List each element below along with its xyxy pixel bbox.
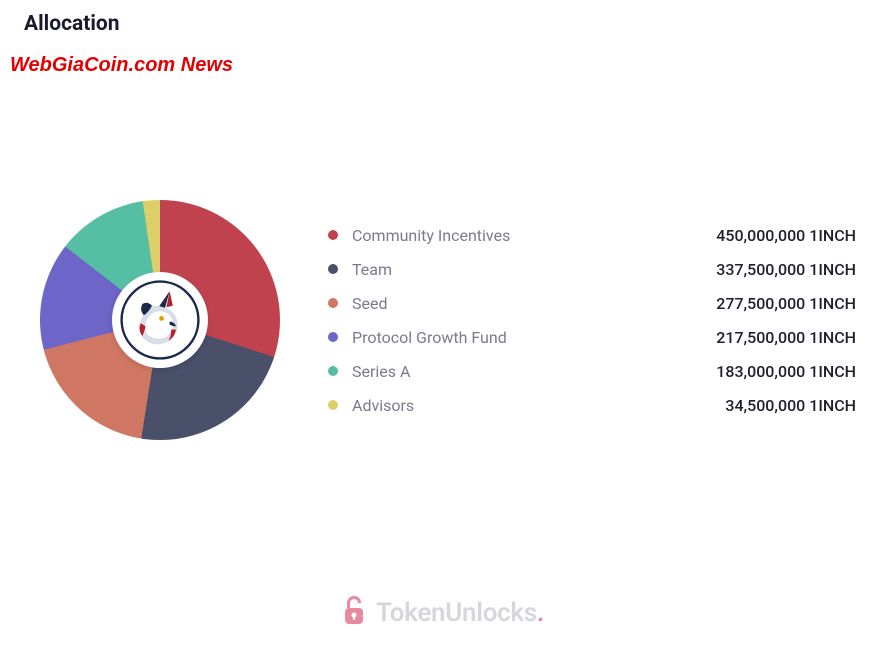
legend-dot <box>328 264 338 274</box>
page-title: Allocation <box>24 12 120 36</box>
legend-label: Advisors <box>352 396 725 415</box>
chart-center-logo <box>112 272 208 368</box>
legend-row: Series A183,000,000 1INCH <box>328 358 856 384</box>
brand-part1: Token <box>376 598 445 628</box>
brand-part2: Unlocks <box>445 598 537 628</box>
legend-label: Community Incentives <box>352 226 716 245</box>
legend-row: Advisors34,500,000 1INCH <box>328 392 856 418</box>
legend-dot <box>328 366 338 376</box>
unicorn-icon <box>120 280 200 360</box>
legend-value: 337,500,000 1INCH <box>716 260 856 279</box>
watermark-text: WebGiaCoin.com News <box>10 54 233 77</box>
legend-label: Protocol Growth Fund <box>352 328 716 347</box>
legend-value: 34,500,000 1INCH <box>725 396 856 415</box>
legend-list: Community Incentives450,000,000 1INCHTea… <box>328 222 856 418</box>
legend-value: 183,000,000 1INCH <box>716 362 856 381</box>
legend-dot <box>328 332 338 342</box>
donut-chart <box>40 200 280 440</box>
legend-row: Community Incentives450,000,000 1INCH <box>328 222 856 248</box>
legend-value: 277,500,000 1INCH <box>716 294 856 313</box>
legend-label: Series A <box>352 362 716 381</box>
brand-dot: . <box>537 598 544 628</box>
legend-dot <box>328 230 338 240</box>
allocation-content: Community Incentives450,000,000 1INCHTea… <box>40 200 856 440</box>
legend-value: 450,000,000 1INCH <box>716 226 856 245</box>
legend-value: 217,500,000 1INCH <box>716 328 856 347</box>
legend-row: Seed277,500,000 1INCH <box>328 290 856 316</box>
lock-open-icon <box>342 596 366 630</box>
legend-label: Team <box>352 260 716 279</box>
footer-brand: TokenUnlocks. <box>342 596 544 630</box>
brand-text: TokenUnlocks. <box>376 598 544 628</box>
legend-row: Protocol Growth Fund217,500,000 1INCH <box>328 324 856 350</box>
legend-dot <box>328 298 338 308</box>
legend-dot <box>328 400 338 410</box>
legend-row: Team337,500,000 1INCH <box>328 256 856 282</box>
legend-label: Seed <box>352 294 716 313</box>
